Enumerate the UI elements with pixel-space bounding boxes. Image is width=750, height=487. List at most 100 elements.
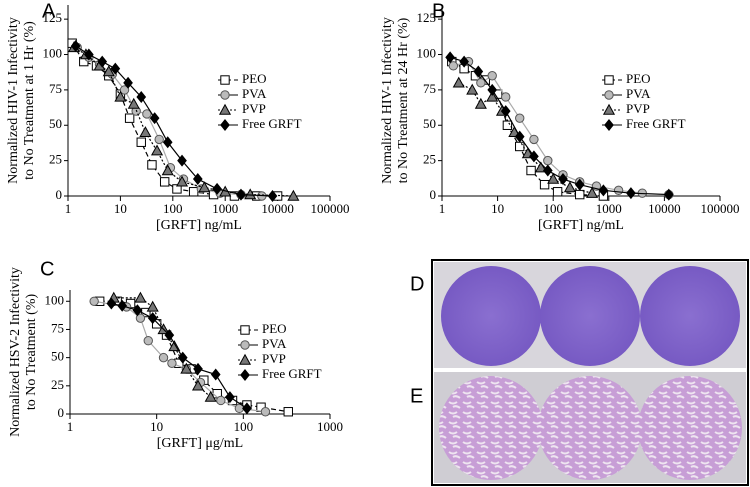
y-tick-label: 25	[49, 152, 62, 167]
marker	[162, 136, 173, 149]
marker	[84, 48, 94, 61]
well	[640, 266, 740, 366]
legend-label: PVP	[262, 351, 286, 366]
marker	[586, 186, 599, 198]
series-line	[99, 300, 289, 413]
marker	[287, 189, 300, 201]
panel-label: C	[40, 258, 54, 280]
marker	[574, 178, 585, 191]
y-tick-label: 25	[423, 152, 436, 167]
chart: A 0 25 50 75 100 125 1 10 100 1000 10000 100000 [GRFT…	[6, 0, 349, 233]
x-tick-label: 100	[543, 201, 563, 216]
marker	[236, 188, 246, 201]
legend-marker	[602, 103, 616, 115]
legend-label: PVP	[242, 101, 266, 116]
y-tick-label: 100	[417, 46, 437, 61]
legend-label: PVA	[242, 86, 267, 101]
legend-label: PEO	[262, 321, 287, 336]
marker	[127, 97, 140, 109]
marker	[445, 51, 455, 64]
well	[439, 376, 543, 480]
chart: C 0 25 50 75 100 1 10 100 1000 [GRFT] μg/mL Normali…	[8, 258, 343, 451]
x-tick-label: 100	[234, 419, 254, 434]
marker	[136, 137, 146, 147]
marker	[177, 351, 188, 364]
well	[441, 266, 541, 366]
marker	[102, 65, 115, 77]
marker	[142, 109, 152, 119]
x-tick-label: 100	[163, 201, 183, 216]
marker	[448, 61, 459, 71]
marker	[558, 173, 568, 186]
x-tick-label: 10	[114, 201, 127, 216]
marker	[216, 395, 226, 406]
well	[540, 266, 640, 366]
marker	[500, 105, 511, 118]
marker	[70, 40, 81, 53]
well	[638, 376, 742, 480]
marker	[132, 304, 143, 317]
x-tick-label: 10000	[261, 201, 294, 216]
y-tick-label: 125	[417, 10, 437, 25]
marker	[473, 65, 484, 78]
marker	[474, 97, 487, 109]
marker	[514, 130, 525, 143]
marker	[146, 300, 159, 312]
legend-marker	[238, 353, 252, 365]
marker	[663, 188, 674, 201]
marker	[487, 71, 497, 81]
x-tick-label: 100000	[311, 201, 350, 216]
marker	[204, 390, 217, 402]
well	[538, 376, 642, 480]
marker	[136, 90, 147, 103]
marker	[167, 358, 177, 368]
legend-marker	[220, 119, 230, 131]
marker	[198, 181, 211, 193]
marker	[225, 391, 235, 404]
marker	[210, 368, 221, 381]
series-line	[458, 82, 593, 194]
marker	[119, 85, 130, 95]
marker	[135, 313, 146, 323]
legend-label: PVA	[626, 86, 651, 101]
x-tick-label: 1	[439, 201, 446, 216]
marker	[552, 187, 563, 197]
marker	[139, 126, 152, 138]
panel-label: B	[432, 0, 445, 22]
legend-marker	[240, 369, 250, 381]
marker	[260, 407, 271, 417]
marker	[158, 352, 169, 363]
marker	[110, 62, 121, 75]
legend-label: Free GRFT	[626, 116, 686, 131]
marker	[486, 90, 499, 102]
x-axis-label: [GRFT] μg/mL	[157, 436, 243, 451]
legend-marker	[604, 119, 614, 131]
marker	[459, 55, 469, 68]
legend-marker	[218, 103, 232, 115]
marker	[117, 299, 128, 312]
panel-label: A	[42, 0, 56, 22]
legend-marker	[220, 90, 230, 100]
y-tick-label: 75	[51, 320, 64, 335]
legend-label: PVP	[626, 101, 650, 116]
y-tick-label: 0	[430, 187, 437, 202]
marker	[154, 134, 164, 145]
marker	[150, 144, 164, 156]
marker	[626, 187, 636, 200]
marker	[613, 185, 624, 196]
legend-marker	[604, 75, 614, 85]
legend-marker	[604, 90, 614, 100]
marker	[526, 165, 536, 176]
y-axis-label: to No Treatment at 1 Hr (%)	[22, 21, 37, 180]
marker	[134, 291, 147, 303]
y-tick-label: 100	[43, 46, 63, 61]
marker	[547, 172, 560, 184]
marker	[161, 164, 174, 176]
marker	[244, 188, 257, 200]
marker	[175, 175, 189, 187]
marker	[487, 83, 498, 96]
x-tick-label: 1	[67, 419, 74, 434]
marker	[97, 55, 108, 68]
legend-marker	[240, 325, 250, 335]
y-tick-label: 100	[45, 292, 65, 307]
